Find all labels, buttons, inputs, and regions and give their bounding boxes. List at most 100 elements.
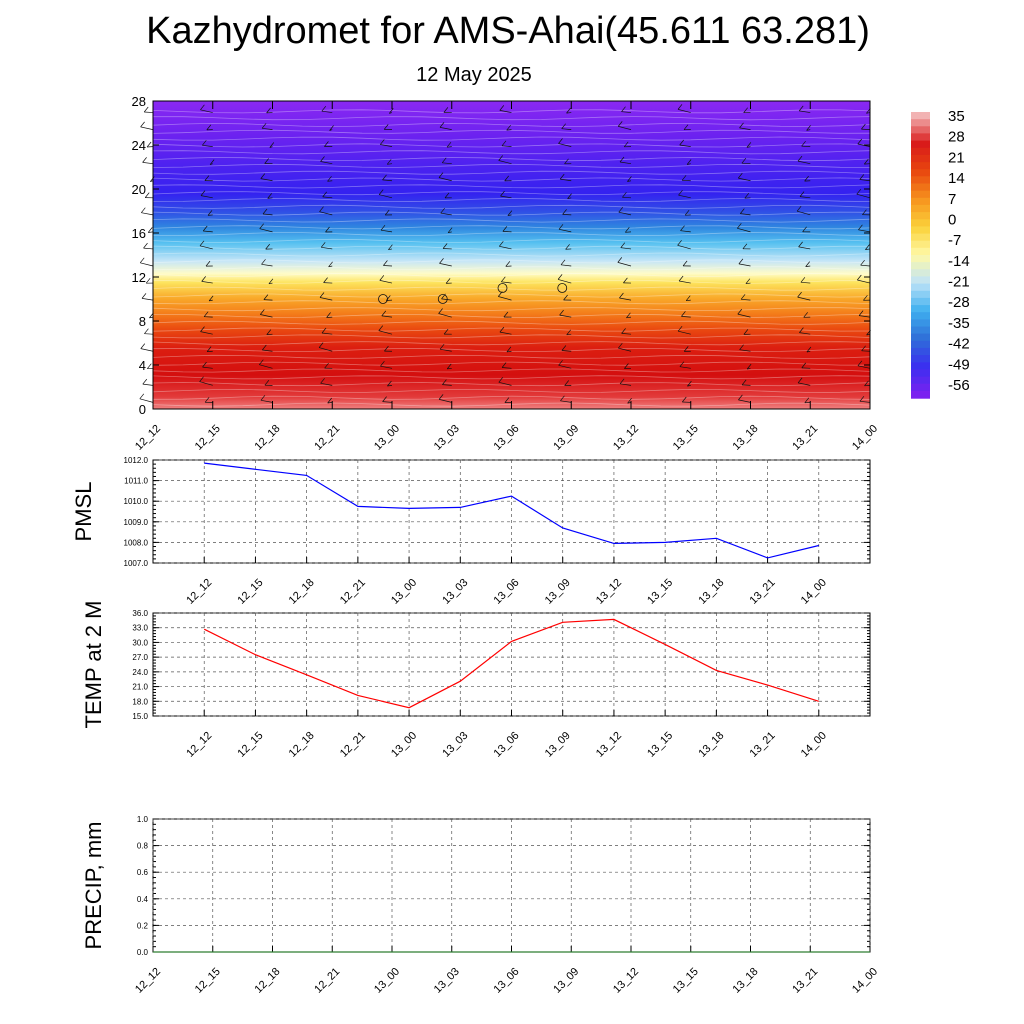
wind-barb <box>259 228 273 233</box>
wind-barb-flag <box>266 329 272 335</box>
wind-barb-flag <box>440 207 445 214</box>
wind-barb <box>319 211 333 216</box>
wind-barb-flag <box>623 277 628 284</box>
wind-barb <box>382 401 393 403</box>
wind-barb <box>507 214 512 216</box>
wind-barb-flag <box>327 397 332 404</box>
wind-barb-flag <box>501 140 507 147</box>
contour-line <box>152 327 871 332</box>
x-tick-label: 13_12 <box>611 423 641 453</box>
contour-line <box>152 361 871 366</box>
colorbar-label: -14 <box>948 253 970 270</box>
wind-barb-flag <box>681 311 686 317</box>
wind-barb-flag <box>386 159 392 165</box>
wind-barb <box>618 347 632 352</box>
wind-barb <box>199 381 213 386</box>
colorbar-band <box>911 197 930 206</box>
contour-line <box>152 300 871 305</box>
wind-barb-flag <box>561 345 567 351</box>
y-tick-label: 36.0 <box>132 609 148 618</box>
wind-barb-flag <box>141 207 146 213</box>
wind-barb-flag <box>323 277 328 283</box>
wind-barb <box>388 248 393 251</box>
wind-barb <box>202 144 213 147</box>
contour-line <box>152 170 871 175</box>
series-line <box>203 618 819 709</box>
y-tick-label: 30.0 <box>132 638 148 647</box>
wind-barb <box>798 382 811 386</box>
wind-barb-flag <box>738 172 743 179</box>
wind-barb-flag <box>263 294 269 300</box>
wind-barb <box>560 178 572 182</box>
colorbar-band <box>911 147 930 156</box>
x-tick-label: 13_12 <box>611 966 641 996</box>
wind-barb-flag <box>203 311 209 317</box>
wind-barb-flag <box>439 343 445 350</box>
wind-barb <box>201 281 213 284</box>
colorbar-label: 0 <box>948 211 956 228</box>
colorbar-band <box>911 276 930 285</box>
wind-barb-flag <box>326 312 331 318</box>
wind-barb-flag <box>269 142 275 148</box>
colorbar-band <box>911 390 930 399</box>
colorbar-label: 28 <box>948 129 965 146</box>
wind-barb-flag <box>441 157 447 164</box>
x-tick-label: 13_21 <box>790 966 820 996</box>
colorbar-band <box>911 169 930 177</box>
precip-panel: 0.0 0.2 0.4 0.6 0.8 1.0 12_12 12_15 12_18 12_21 13… <box>81 815 880 996</box>
wind-barb <box>440 348 452 352</box>
y-tick-label: 0.4 <box>137 895 149 904</box>
y-tick-label: 0.6 <box>137 868 149 877</box>
wind-barb-flag <box>199 376 204 382</box>
wind-barb-flag <box>627 397 632 404</box>
contour-line <box>152 184 871 189</box>
wind-barb-flag <box>503 311 509 318</box>
colorbar-band <box>911 154 930 163</box>
wind-barb-flag <box>206 124 212 131</box>
wind-barb-flag <box>327 176 332 182</box>
wind-barb-flag <box>321 327 327 334</box>
y-tick-label: 15.0 <box>132 712 148 721</box>
wind-barb-flag <box>804 397 810 404</box>
wind-barb <box>738 399 751 403</box>
colorbar-band <box>911 376 930 385</box>
x-tick-label: 13_00 <box>372 966 402 996</box>
x-tick-label: 12_18 <box>253 966 283 996</box>
wind-barb <box>144 111 154 113</box>
wind-barb-flag <box>798 241 803 248</box>
wind-barb-flag <box>324 141 329 147</box>
wind-barb <box>260 178 273 182</box>
wind-barb-flag <box>859 396 865 402</box>
colorbar-band <box>911 255 930 263</box>
contour-line <box>152 388 871 393</box>
x-tick-label: 12_21 <box>312 966 342 996</box>
vertical-profile-panel: 0 4 8 12 16 20 24 28 12_12 12_15 12_18 12_21 13_00 1… <box>132 94 881 453</box>
wind-barb <box>319 347 333 352</box>
wind-barb <box>262 349 273 352</box>
colorbar-band <box>911 290 930 299</box>
calm-wind-marker <box>378 294 388 304</box>
wind-barb-flag <box>205 260 211 267</box>
wind-barb-flag <box>266 107 271 114</box>
contour-line <box>152 150 871 155</box>
wind-barb-flag <box>209 159 215 165</box>
wind-barb <box>499 331 512 335</box>
wind-barb <box>387 385 393 387</box>
wind-barb <box>383 265 393 267</box>
wind-barb-flag <box>262 344 267 351</box>
wind-barb-flag <box>438 394 444 400</box>
wind-barb-flag <box>146 141 152 148</box>
colorbar-band <box>911 262 930 270</box>
wind-barb <box>737 227 751 233</box>
wind-barb-flag <box>443 328 449 335</box>
wind-barb <box>678 194 691 199</box>
wind-barb <box>320 161 333 165</box>
wind-barb <box>805 265 811 267</box>
wind-barb-flag <box>740 294 746 300</box>
wind-barb-flag <box>322 191 327 198</box>
wind-barb <box>797 210 811 216</box>
wind-barb-flag <box>319 206 324 212</box>
wind-barb-flag <box>681 175 687 181</box>
wind-barb-flag <box>865 244 870 250</box>
wind-barb-flag <box>499 241 504 247</box>
